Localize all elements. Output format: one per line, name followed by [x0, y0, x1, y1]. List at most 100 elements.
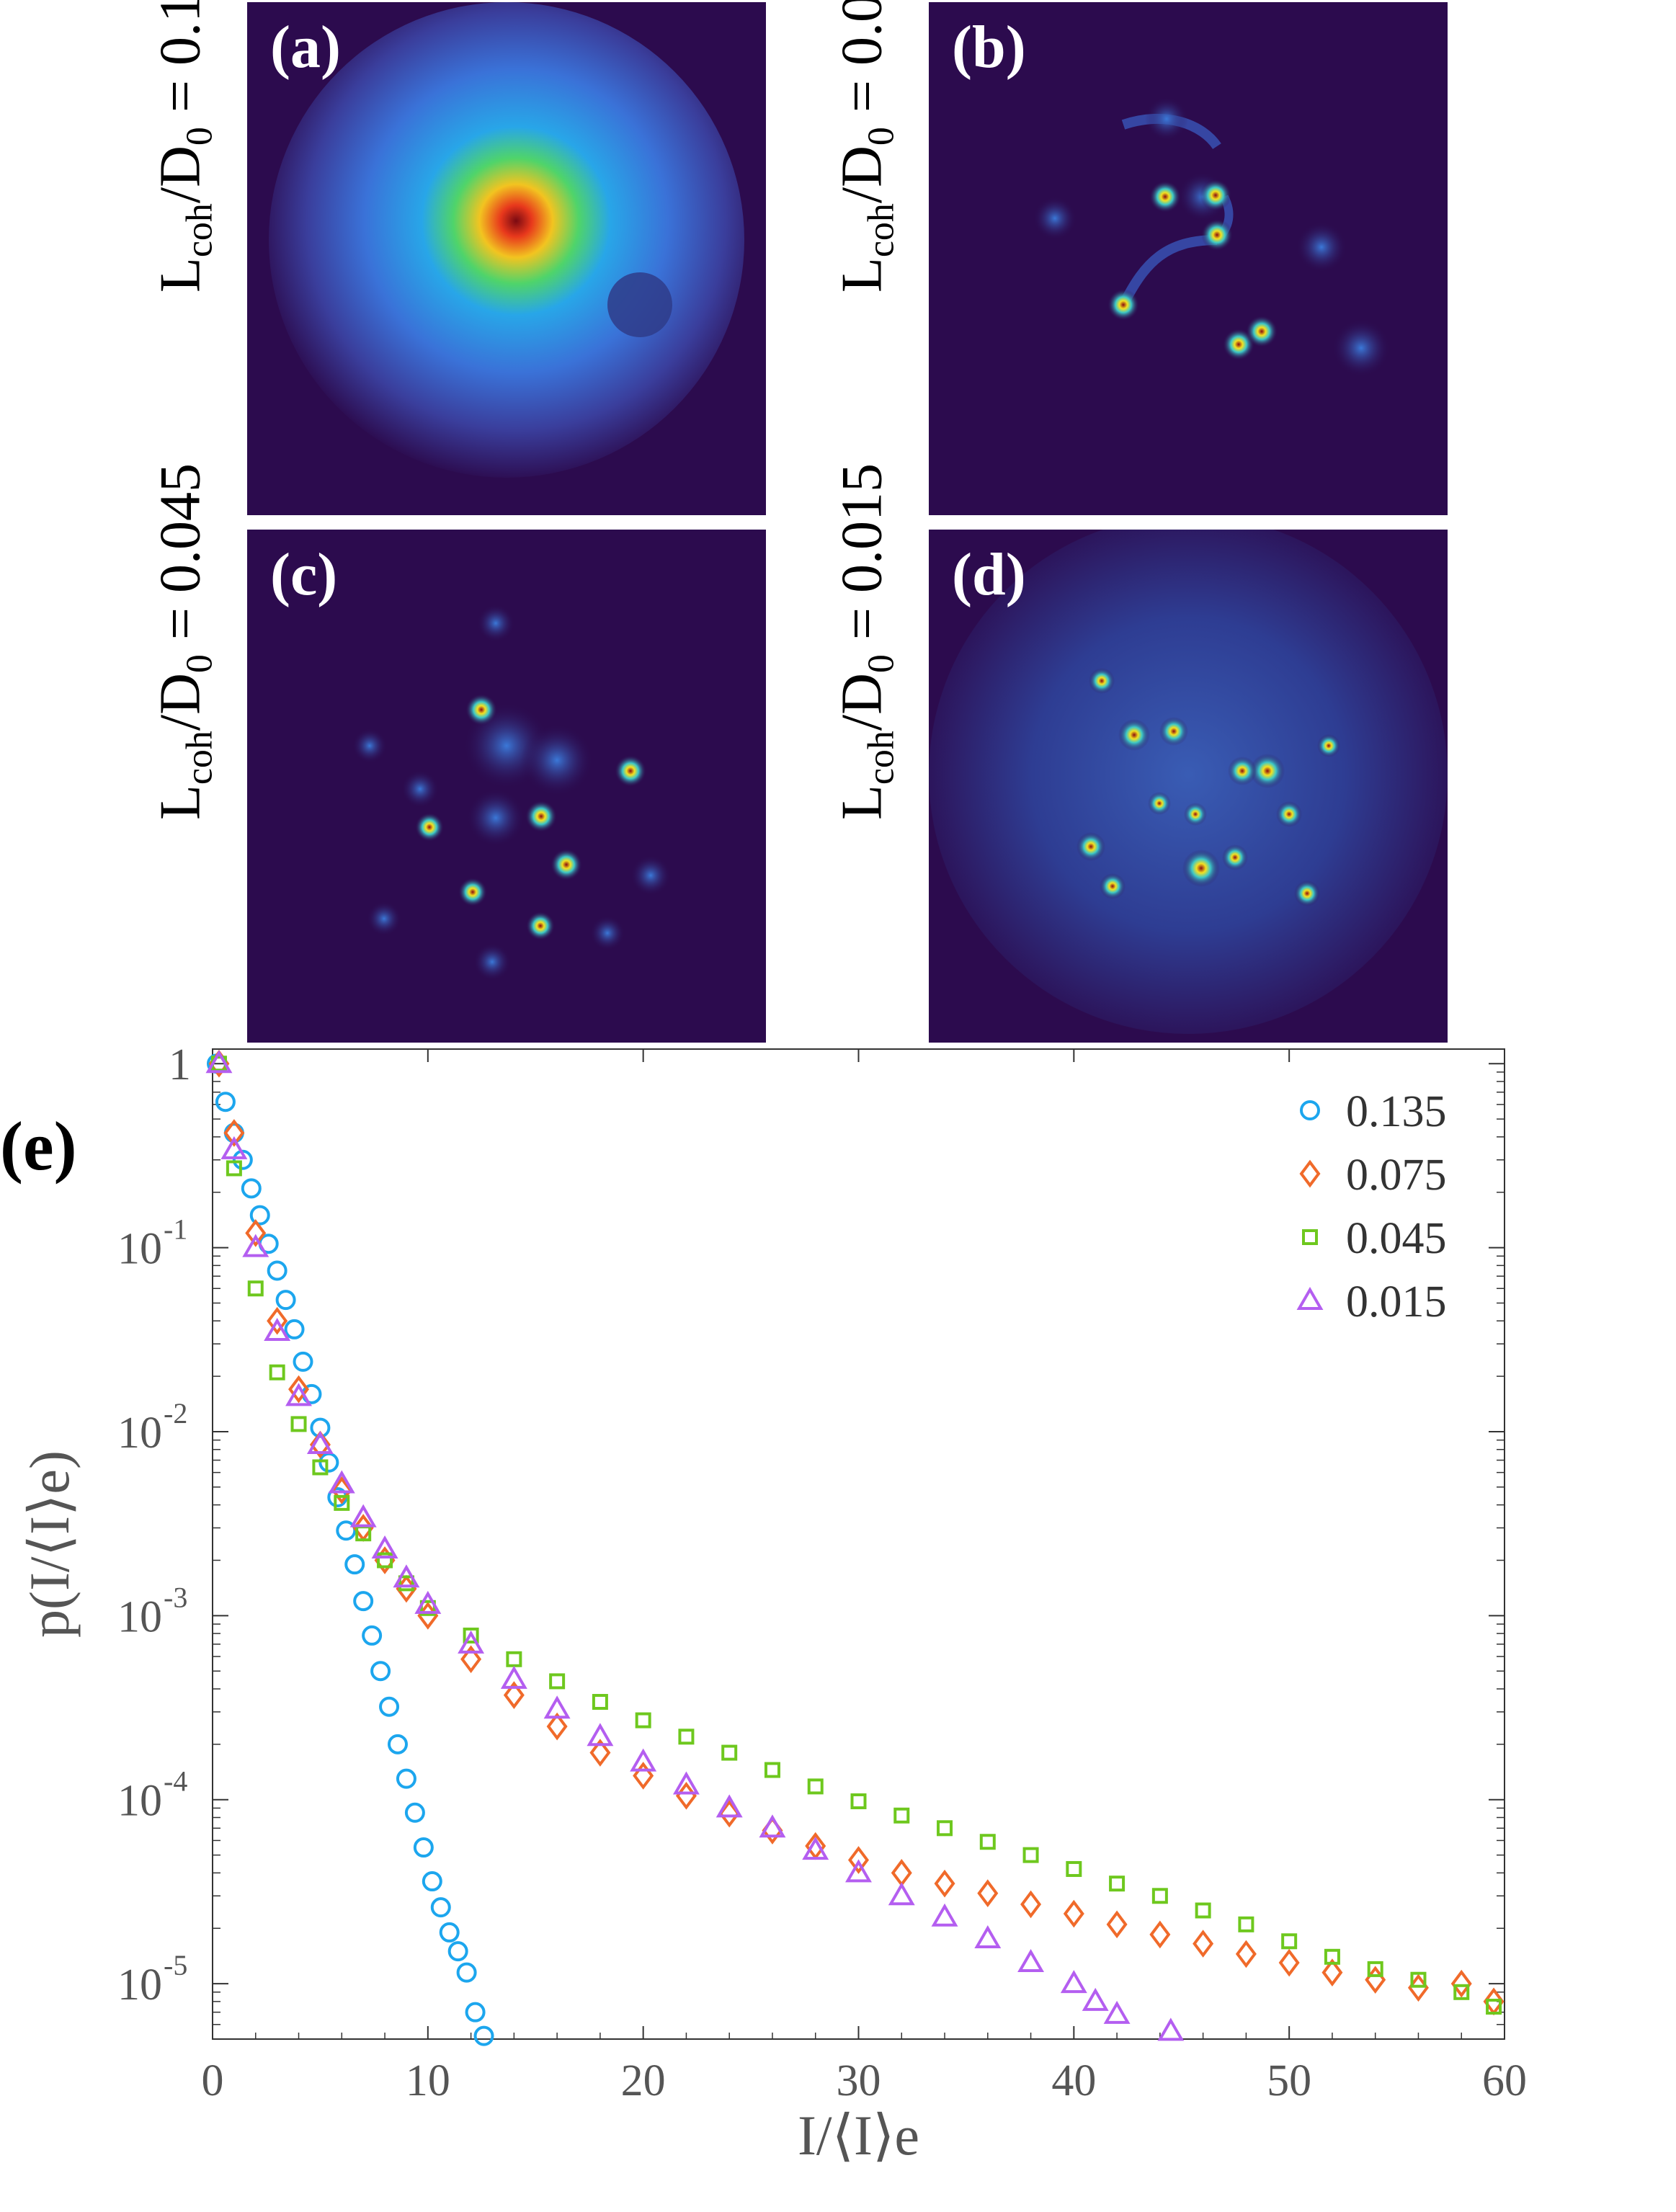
data-point-0.135 — [413, 1837, 434, 1858]
data-point-0.015 — [845, 1859, 872, 1883]
panel-a-label: (a) — [270, 14, 341, 81]
data-point-0.135 — [241, 1178, 262, 1199]
legend-label-0.075: 0.075 — [1346, 1151, 1447, 1200]
x-tick-label: 60 — [1482, 2056, 1527, 2105]
data-point-0.135 — [439, 1922, 460, 1943]
data-point-0.015 — [264, 1318, 291, 1342]
data-point-0.015 — [285, 1383, 312, 1406]
data-point-0.075 — [1450, 1969, 1472, 1998]
data-point-0.045 — [247, 1280, 264, 1297]
x-tick-label: 50 — [1267, 2056, 1311, 2105]
data-point-0.045 — [334, 1494, 350, 1511]
data-point-0.135 — [370, 1661, 391, 1682]
x-tick-label: 0 — [202, 2056, 224, 2105]
data-point-0.015 — [1082, 1987, 1109, 2011]
data-point-0.075 — [267, 1306, 288, 1335]
data-point-0.015 — [500, 1665, 527, 1689]
data-point-0.075 — [633, 1762, 654, 1790]
panel-a-param-label: Lcoh/D0 = 0.135 — [148, 0, 220, 293]
data-point-0.045 — [1486, 1999, 1502, 2015]
x-tick-label: 10 — [406, 2056, 450, 2105]
y-tick-label: 10 — [117, 1777, 162, 1826]
panel-d-param-label: Lcoh/D0 = 0.015 — [830, 463, 902, 821]
data-point-0.045 — [290, 1416, 307, 1432]
data-point-0.135 — [344, 1554, 365, 1575]
data-point-0.015 — [371, 1535, 398, 1558]
data-point-0.045 — [592, 1694, 608, 1711]
data-point-0.045 — [1410, 1971, 1427, 1988]
legend-marker-0.015 — [1296, 1286, 1324, 1310]
data-point-0.015 — [205, 1050, 233, 1074]
y-tick-label: 1 — [169, 1040, 191, 1089]
data-point-0.045 — [721, 1744, 738, 1761]
data-point-0.075 — [331, 1476, 352, 1504]
data-point-0.135 — [379, 1696, 400, 1717]
data-point-0.015 — [393, 1564, 420, 1588]
y-tick-label: 10 — [117, 1961, 162, 2010]
legend-label-0.015: 0.015 — [1346, 1277, 1447, 1326]
data-point-0.015 — [888, 1882, 915, 1906]
data-point-0.135 — [447, 1941, 468, 1962]
data-point-0.075 — [546, 1712, 568, 1741]
data-point-0.045 — [419, 1600, 436, 1616]
data-point-0.135 — [396, 1768, 416, 1789]
data-point-0.075 — [977, 1879, 999, 1907]
legend-marker-0.075 — [1299, 1159, 1321, 1188]
legend-label-0.045: 0.045 — [1346, 1214, 1447, 1263]
data-point-0.045 — [937, 1820, 953, 1837]
data-point-0.015 — [974, 1925, 1002, 1949]
data-point-0.075 — [245, 1219, 267, 1247]
data-point-0.135 — [473, 2025, 494, 2046]
data-point-0.075 — [1193, 1930, 1214, 1958]
data-point-0.075 — [460, 1645, 482, 1674]
data-point-0.045 — [893, 1807, 910, 1824]
panel-c-image: (c) — [247, 530, 766, 1043]
data-point-0.015 — [414, 1590, 442, 1614]
data-point-0.135 — [465, 2002, 486, 2023]
y-tick-label: 10 — [117, 1225, 162, 1274]
data-point-0.015 — [349, 1504, 377, 1528]
data-point-0.045 — [377, 1552, 393, 1569]
data-point-0.045 — [312, 1459, 329, 1476]
data-point-0.075 — [1278, 1948, 1300, 1977]
data-point-0.075 — [288, 1375, 310, 1404]
data-point-0.075 — [223, 1119, 245, 1147]
data-point-0.015 — [759, 1814, 786, 1838]
data-point-0.015 — [931, 1903, 958, 1927]
data-point-0.015 — [1103, 2000, 1131, 2024]
data-point-0.135 — [336, 1520, 357, 1541]
data-point-0.015 — [306, 1431, 334, 1455]
data-point-0.135 — [249, 1205, 270, 1226]
data-point-0.015 — [672, 1771, 700, 1795]
data-point-0.075 — [309, 1430, 331, 1459]
data-point-0.045 — [1367, 1961, 1383, 1977]
legend-marker-0.045 — [1302, 1229, 1318, 1245]
data-point-0.015 — [220, 1136, 248, 1159]
data-point-0.045 — [1324, 1948, 1340, 1965]
panel-e-label: (e) — [0, 1107, 77, 1185]
data-point-0.045 — [226, 1160, 242, 1177]
data-point-0.015 — [716, 1794, 743, 1818]
data-point-0.135 — [362, 1625, 383, 1646]
panel-b-label: (b) — [952, 14, 1026, 81]
panel-a-image: (a) — [247, 2, 766, 515]
data-point-0.135 — [353, 1591, 374, 1612]
data-point-0.045 — [1238, 1916, 1254, 1932]
data-point-0.135 — [293, 1351, 313, 1372]
data-point-0.045 — [764, 1762, 780, 1778]
data-point-0.045 — [1151, 1888, 1168, 1904]
panel-d-image: (d) — [929, 530, 1448, 1043]
data-point-0.015 — [458, 1630, 485, 1654]
legend-label-0.135: 0.135 — [1346, 1087, 1447, 1136]
y-tick-exponent: -1 — [164, 1213, 187, 1246]
data-point-0.075 — [891, 1859, 912, 1887]
data-point-0.075 — [1149, 1920, 1171, 1949]
data-point-0.075 — [848, 1846, 869, 1874]
data-point-0.135 — [430, 1897, 451, 1918]
y-tick-exponent: -3 — [164, 1581, 187, 1613]
data-point-0.135 — [275, 1290, 296, 1311]
data-point-0.075 — [934, 1869, 955, 1898]
data-point-0.075 — [1321, 1958, 1343, 1986]
y-tick-exponent: -4 — [164, 1765, 187, 1798]
y-tick-exponent: -5 — [164, 1949, 187, 1981]
